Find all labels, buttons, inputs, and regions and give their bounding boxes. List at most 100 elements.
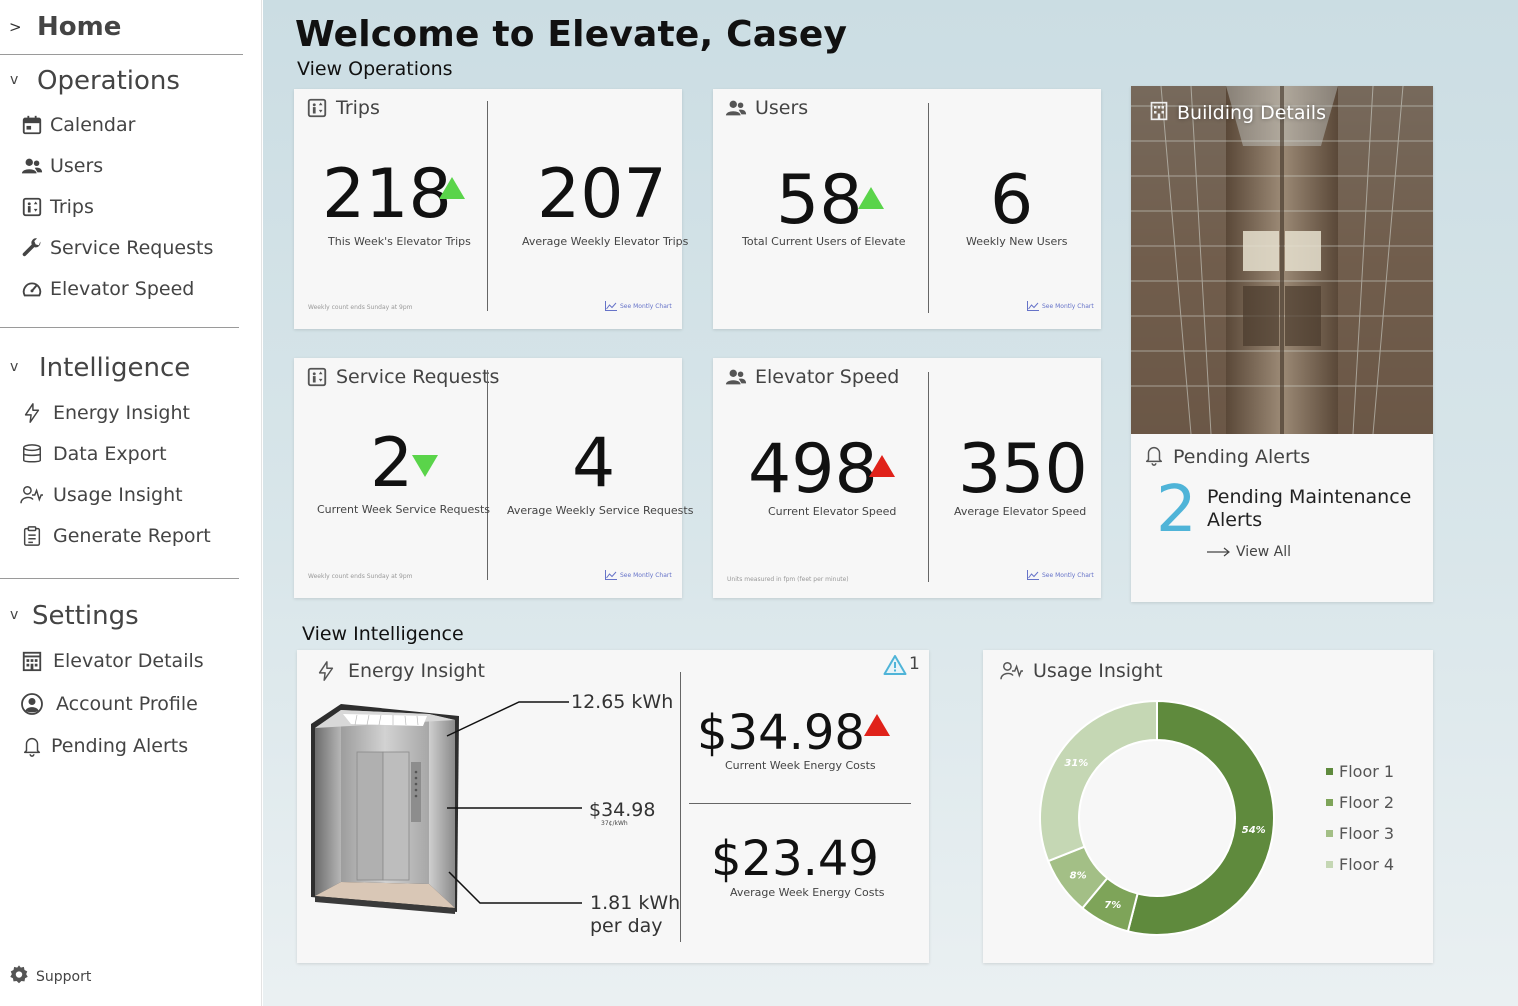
trend-down-icon xyxy=(412,455,438,477)
energy-rate-label: 37¢/kWh xyxy=(601,820,628,827)
elevator-speed-card-title[interactable]: Elevator Speed xyxy=(725,366,899,388)
users-new-caption: Weekly New Users xyxy=(966,235,1068,248)
chevron-down-icon: v xyxy=(10,359,19,375)
sidebar-item-usage-insight[interactable]: Usage Insight xyxy=(20,480,240,510)
sidebar-item-calendar[interactable]: Calendar xyxy=(20,110,240,140)
card-divider xyxy=(487,370,488,580)
elevator-speed-title-label: Elevator Speed xyxy=(755,366,900,388)
elevator-icon xyxy=(20,195,44,219)
calendar-icon xyxy=(20,113,44,137)
elevator-speed-current-caption: Current Elevator Speed xyxy=(768,505,897,518)
energy-divider xyxy=(689,803,911,804)
view-all-label: View All xyxy=(1236,544,1292,560)
pending-alerts-title[interactable]: Pending Alerts xyxy=(1143,443,1310,471)
section-operations-label: Operations xyxy=(37,66,180,96)
energy-insight-card-title[interactable]: Energy Insight xyxy=(315,660,485,682)
elevator-icon xyxy=(306,97,328,119)
donut-slice-floor-1[interactable] xyxy=(1126,700,1275,936)
bell-icon xyxy=(1143,443,1165,471)
service-requests-card: Service Requests 2 Current Week Service … xyxy=(294,358,693,598)
section-intelligence[interactable]: v Intelligence xyxy=(0,353,243,389)
sidebar-item-pending-alerts[interactable]: Pending Alerts xyxy=(20,731,240,761)
gear-icon xyxy=(8,964,30,990)
users-card: Users 58 Total Current Users of Elevate … xyxy=(713,89,1101,329)
trips-title-label: Trips xyxy=(336,97,380,119)
energy-current-cost: $34.98 xyxy=(697,705,865,761)
card-divider xyxy=(487,101,488,311)
legend-label: Floor 1 xyxy=(1339,762,1395,781)
monthly-chart-label: See Montly Chart xyxy=(1042,571,1094,579)
service-requests-card-title[interactable]: Service Requests xyxy=(306,366,499,388)
elevator-speed-card: Elevator Speed 498 Current Elevator Spee… xyxy=(713,358,1101,598)
building-details-title[interactable]: Building Details xyxy=(1149,100,1326,126)
sidebar-item-energy-insight[interactable]: Energy Insight xyxy=(20,398,240,428)
legend-item[interactable]: Floor 3 xyxy=(1326,824,1394,843)
energy-daily-label-2: per day xyxy=(590,915,663,937)
line-chart-icon xyxy=(1027,570,1039,580)
users-card-title[interactable]: Users xyxy=(725,97,808,119)
users-monthly-chart-link[interactable]: See Montly Chart xyxy=(1027,301,1094,311)
line-chart-icon xyxy=(605,570,617,580)
lightning-icon xyxy=(315,660,337,682)
building-photo[interactable]: Building Details xyxy=(1131,86,1433,434)
trips-card-title[interactable]: Trips xyxy=(306,97,380,119)
sidebar-item-generate-report[interactable]: Generate Report xyxy=(20,521,240,551)
legend-swatch xyxy=(1326,861,1333,868)
legend-swatch xyxy=(1326,799,1333,806)
monthly-chart-label: See Montly Chart xyxy=(620,571,672,579)
support-link[interactable]: Support xyxy=(8,964,91,990)
trips-monthly-chart-link[interactable]: See Montly Chart xyxy=(605,301,672,311)
sidebar-item-label: Data Export xyxy=(53,443,167,465)
sidebar-item-label: Users xyxy=(50,155,104,177)
donut-data-label: 54% xyxy=(1242,825,1266,836)
sidebar-item-users[interactable]: Users xyxy=(20,151,240,181)
section-operations[interactable]: v Operations xyxy=(0,66,243,102)
service-requests-average-value: 4 xyxy=(572,424,616,503)
trips-card: Trips 218 This Week's Elevator Trips 207… xyxy=(294,89,688,329)
legend-item[interactable]: Floor 2 xyxy=(1326,793,1394,812)
users-current-caption: Total Current Users of Elevate xyxy=(742,235,906,248)
account-icon xyxy=(20,692,44,716)
card-divider xyxy=(680,672,681,942)
monthly-chart-label: See Montly Chart xyxy=(1042,302,1094,310)
pending-alerts-count: 2 xyxy=(1156,473,1197,547)
nav-home[interactable]: > Home xyxy=(0,10,243,55)
energy-warning-badge[interactable]: 1 xyxy=(883,654,920,676)
elevator-speed-monthly-chart-link[interactable]: See Montly Chart xyxy=(1027,570,1094,580)
pending-alerts-text: Pending Maintenance Alerts xyxy=(1207,486,1412,531)
chevron-right-icon: > xyxy=(9,18,22,36)
sidebar-item-label: Calendar xyxy=(50,114,136,136)
warning-icon xyxy=(883,655,907,675)
elevator-speed-average-caption: Average Elevator Speed xyxy=(954,505,1087,518)
energy-daily-label: 1.81 kWh xyxy=(590,892,681,914)
sidebar-item-service-requests[interactable]: Service Requests xyxy=(20,233,240,263)
elevator-speed-current-value: 498 xyxy=(748,430,878,509)
energy-insight-card: Energy Insight 1 xyxy=(297,650,929,963)
pending-alerts-label: Pending Alerts xyxy=(1173,446,1311,468)
energy-callout-lines xyxy=(446,701,582,904)
service-requests-monthly-chart-link[interactable]: See Montly Chart xyxy=(605,570,672,580)
line-chart-icon xyxy=(1027,301,1039,311)
legend-item[interactable]: Floor 4 xyxy=(1326,855,1394,874)
section-settings[interactable]: v Settings xyxy=(0,601,243,637)
donut-slice-floor-4[interactable] xyxy=(1039,700,1158,863)
sidebar-item-data-export[interactable]: Data Export xyxy=(20,439,240,469)
arrow-right-icon xyxy=(1207,547,1230,557)
building-icon xyxy=(20,649,44,673)
energy-kwh-label: 12.65 kWh xyxy=(571,691,674,713)
legend-item[interactable]: Floor 1 xyxy=(1326,762,1394,781)
usage-insight-card-title[interactable]: Usage Insight xyxy=(999,660,1163,682)
usage-insight-card: Usage Insight 54% 7% 8% 31% Floor 1 Floor 2 F… xyxy=(983,650,1433,963)
service-requests-title-label: Service Requests xyxy=(336,366,500,388)
main-content: Welcome to Elevate, Casey View Operation… xyxy=(263,0,1518,1006)
sidebar: > Home v Operations Calendar Users Trips… xyxy=(0,0,262,1006)
sidebar-item-elevator-details[interactable]: Elevator Details xyxy=(20,646,240,676)
usage-insight-title-label: Usage Insight xyxy=(1033,660,1163,682)
energy-average-cost: $23.49 xyxy=(711,831,879,887)
sidebar-item-elevator-speed[interactable]: Elevator Speed xyxy=(20,274,240,304)
sidebar-item-label: Energy Insight xyxy=(53,402,190,424)
sidebar-item-trips[interactable]: Trips xyxy=(20,192,240,222)
view-all-link[interactable]: View All xyxy=(1207,544,1291,560)
sidebar-item-account-profile[interactable]: Account Profile xyxy=(20,689,240,719)
monthly-chart-label: See Montly Chart xyxy=(620,302,672,310)
